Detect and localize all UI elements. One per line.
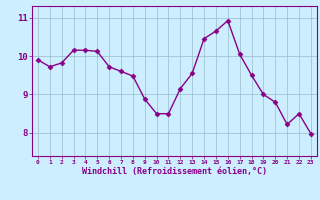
X-axis label: Windchill (Refroidissement éolien,°C): Windchill (Refroidissement éolien,°C)	[82, 167, 267, 176]
